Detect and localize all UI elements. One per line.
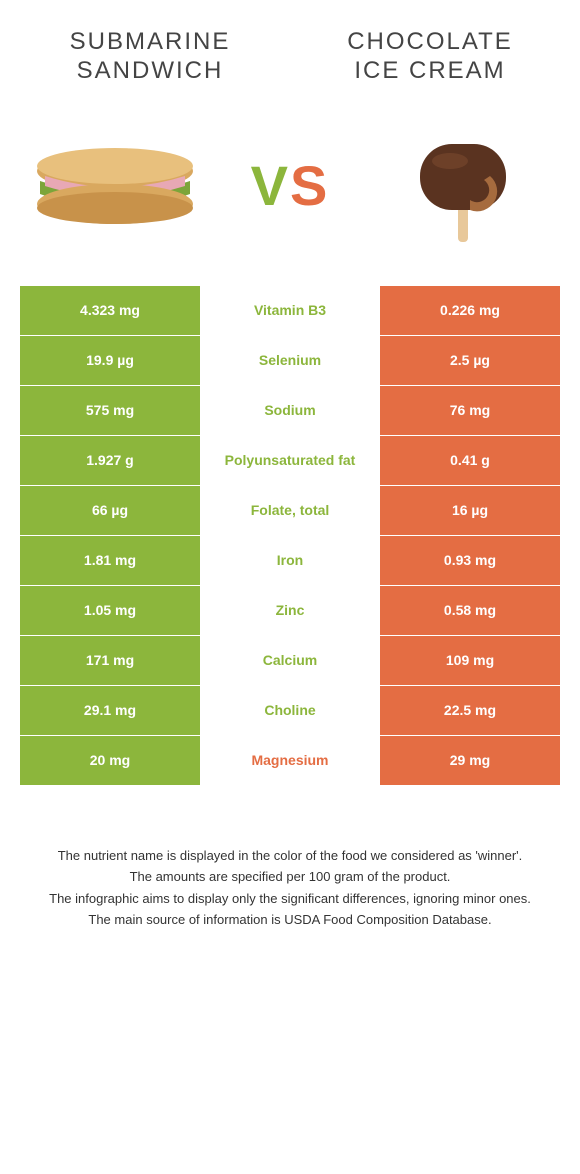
- left-value: 19.9 µg: [20, 336, 200, 385]
- table-row: 4.323 mgVitamin B30.226 mg: [20, 286, 560, 336]
- left-value: 1.05 mg: [20, 586, 200, 635]
- footer-line-2: The amounts are specified per 100 gram o…: [40, 867, 540, 887]
- nutrient-name: Iron: [200, 536, 380, 585]
- right-value: 16 µg: [380, 486, 560, 535]
- right-value: 0.41 g: [380, 436, 560, 485]
- table-row: 20 mgMagnesium29 mg: [20, 736, 560, 786]
- footer-line-1: The nutrient name is displayed in the co…: [40, 846, 540, 866]
- nutrient-name: Polyunsaturated fat: [200, 436, 380, 485]
- footer-notes: The nutrient name is displayed in the co…: [40, 846, 540, 930]
- table-row: 575 mgSodium76 mg: [20, 386, 560, 436]
- left-value: 20 mg: [20, 736, 200, 785]
- table-row: 171 mgCalcium109 mg: [20, 636, 560, 686]
- nutrient-name: Folate, total: [200, 486, 380, 535]
- table-row: 1.81 mgIron0.93 mg: [20, 536, 560, 586]
- sandwich-icon: [30, 126, 200, 246]
- right-value: 0.58 mg: [380, 586, 560, 635]
- right-value: 0.93 mg: [380, 536, 560, 585]
- nutrient-name: Selenium: [200, 336, 380, 385]
- table-row: 66 µgFolate, total16 µg: [20, 486, 560, 536]
- vs-s: S: [290, 154, 329, 217]
- left-value: 1.927 g: [20, 436, 200, 485]
- left-value: 66 µg: [20, 486, 200, 535]
- footer-line-3: The infographic aims to display only the…: [40, 889, 540, 909]
- vs-label: VS: [251, 153, 330, 218]
- icecream-icon: [380, 126, 550, 246]
- nutrient-name: Sodium: [200, 386, 380, 435]
- nutrient-name: Zinc: [200, 586, 380, 635]
- table-row: 29.1 mgCholine22.5 mg: [20, 686, 560, 736]
- header: SUBMARINE SANDWICH CHOCOLATE ICE CREAM: [0, 0, 580, 96]
- left-value: 29.1 mg: [20, 686, 200, 735]
- nutrient-name: Magnesium: [200, 736, 380, 785]
- nutrient-name: Calcium: [200, 636, 380, 685]
- right-value: 109 mg: [380, 636, 560, 685]
- left-value: 171 mg: [20, 636, 200, 685]
- right-value: 29 mg: [380, 736, 560, 785]
- vs-v: V: [251, 154, 290, 217]
- nutrient-table: 4.323 mgVitamin B30.226 mg19.9 µgSeleniu…: [20, 286, 560, 786]
- vs-row: VS: [0, 96, 580, 286]
- right-value: 2.5 µg: [380, 336, 560, 385]
- left-value: 4.323 mg: [20, 286, 200, 335]
- nutrient-name: Vitamin B3: [200, 286, 380, 335]
- left-value: 1.81 mg: [20, 536, 200, 585]
- right-food-title: CHOCOLATE ICE CREAM: [320, 28, 540, 86]
- footer-line-4: The main source of information is USDA F…: [40, 910, 540, 930]
- table-row: 19.9 µgSelenium2.5 µg: [20, 336, 560, 386]
- right-value: 76 mg: [380, 386, 560, 435]
- right-value: 0.226 mg: [380, 286, 560, 335]
- table-row: 1.927 gPolyunsaturated fat0.41 g: [20, 436, 560, 486]
- right-value: 22.5 mg: [380, 686, 560, 735]
- left-value: 575 mg: [20, 386, 200, 435]
- left-food-title: SUBMARINE SANDWICH: [40, 28, 260, 86]
- table-row: 1.05 mgZinc0.58 mg: [20, 586, 560, 636]
- nutrient-name: Choline: [200, 686, 380, 735]
